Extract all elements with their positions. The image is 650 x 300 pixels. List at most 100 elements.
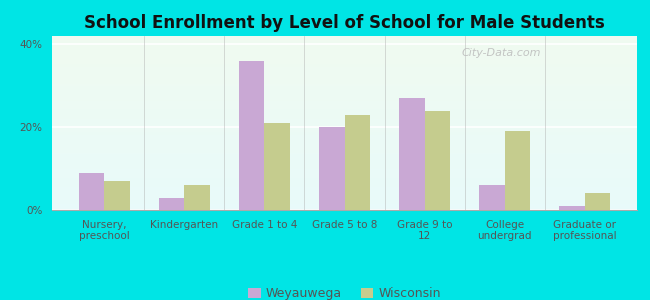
Bar: [52, 65, 637, 66]
Bar: [52, 103, 637, 104]
Bar: [52, 99, 637, 100]
Bar: [52, 137, 637, 138]
Bar: [52, 142, 637, 143]
Bar: [52, 205, 637, 206]
Bar: [52, 136, 637, 137]
Bar: [52, 59, 637, 60]
Bar: [344, 115, 370, 210]
Bar: [185, 185, 210, 210]
Bar: [52, 115, 637, 116]
Bar: [52, 145, 637, 146]
Bar: [52, 154, 637, 155]
Bar: [52, 91, 637, 92]
Bar: [52, 50, 637, 51]
Bar: [52, 134, 637, 135]
Bar: [52, 208, 637, 209]
Bar: [52, 77, 637, 78]
Bar: [52, 168, 637, 169]
Bar: [52, 184, 637, 185]
Bar: [52, 71, 637, 72]
Bar: [52, 202, 637, 203]
Bar: [52, 106, 637, 107]
Bar: [52, 63, 637, 64]
Bar: [52, 113, 637, 114]
Bar: [52, 149, 637, 150]
Bar: [52, 101, 637, 102]
Bar: [399, 98, 424, 210]
Bar: [52, 127, 637, 128]
Bar: [52, 51, 637, 52]
Bar: [52, 128, 637, 129]
Bar: [52, 163, 637, 164]
Bar: [52, 143, 637, 144]
Bar: [159, 198, 185, 210]
Bar: [52, 183, 637, 184]
Bar: [104, 181, 130, 210]
Bar: [52, 133, 637, 134]
Bar: [52, 105, 637, 106]
Bar: [52, 190, 637, 191]
Bar: [52, 110, 637, 111]
Bar: [52, 186, 637, 187]
Bar: [52, 82, 637, 83]
Text: City-Data.com: City-Data.com: [462, 48, 541, 58]
Bar: [52, 206, 637, 207]
Bar: [52, 153, 637, 154]
Bar: [52, 199, 637, 200]
Bar: [52, 188, 637, 189]
Bar: [52, 122, 637, 123]
Bar: [52, 81, 637, 82]
Bar: [239, 61, 265, 210]
Bar: [52, 162, 637, 163]
Bar: [52, 123, 637, 124]
Bar: [52, 118, 637, 119]
Bar: [52, 167, 637, 168]
Bar: [52, 196, 637, 197]
Bar: [52, 49, 637, 50]
Bar: [52, 176, 637, 177]
Bar: [52, 164, 637, 165]
Bar: [52, 160, 637, 161]
Bar: [52, 129, 637, 130]
Bar: [52, 47, 637, 48]
Bar: [52, 198, 637, 199]
Bar: [52, 117, 637, 118]
Bar: [52, 197, 637, 198]
Bar: [52, 109, 637, 110]
Bar: [52, 179, 637, 180]
Bar: [479, 185, 504, 210]
Bar: [504, 131, 530, 210]
Bar: [52, 193, 637, 194]
Bar: [52, 42, 637, 43]
Bar: [52, 180, 637, 181]
Bar: [52, 88, 637, 89]
Bar: [52, 194, 637, 195]
Bar: [52, 85, 637, 86]
Bar: [52, 151, 637, 152]
Bar: [319, 127, 344, 210]
Bar: [52, 67, 637, 68]
Bar: [52, 100, 637, 101]
Bar: [52, 140, 637, 141]
Bar: [52, 38, 637, 39]
Bar: [52, 79, 637, 80]
Bar: [52, 126, 637, 127]
Bar: [52, 124, 637, 125]
Bar: [52, 209, 637, 210]
Bar: [52, 83, 637, 84]
Bar: [52, 150, 637, 151]
Bar: [52, 95, 637, 96]
Bar: [52, 170, 637, 171]
Bar: [52, 73, 637, 74]
Bar: [52, 80, 637, 81]
Bar: [52, 203, 637, 204]
Bar: [52, 37, 637, 38]
Bar: [52, 96, 637, 97]
Legend: Weyauwega, Wisconsin: Weyauwega, Wisconsin: [243, 282, 446, 300]
Bar: [52, 64, 637, 65]
Bar: [52, 116, 637, 117]
Bar: [52, 70, 637, 71]
Bar: [52, 58, 637, 59]
Bar: [52, 76, 637, 77]
Bar: [52, 89, 637, 90]
